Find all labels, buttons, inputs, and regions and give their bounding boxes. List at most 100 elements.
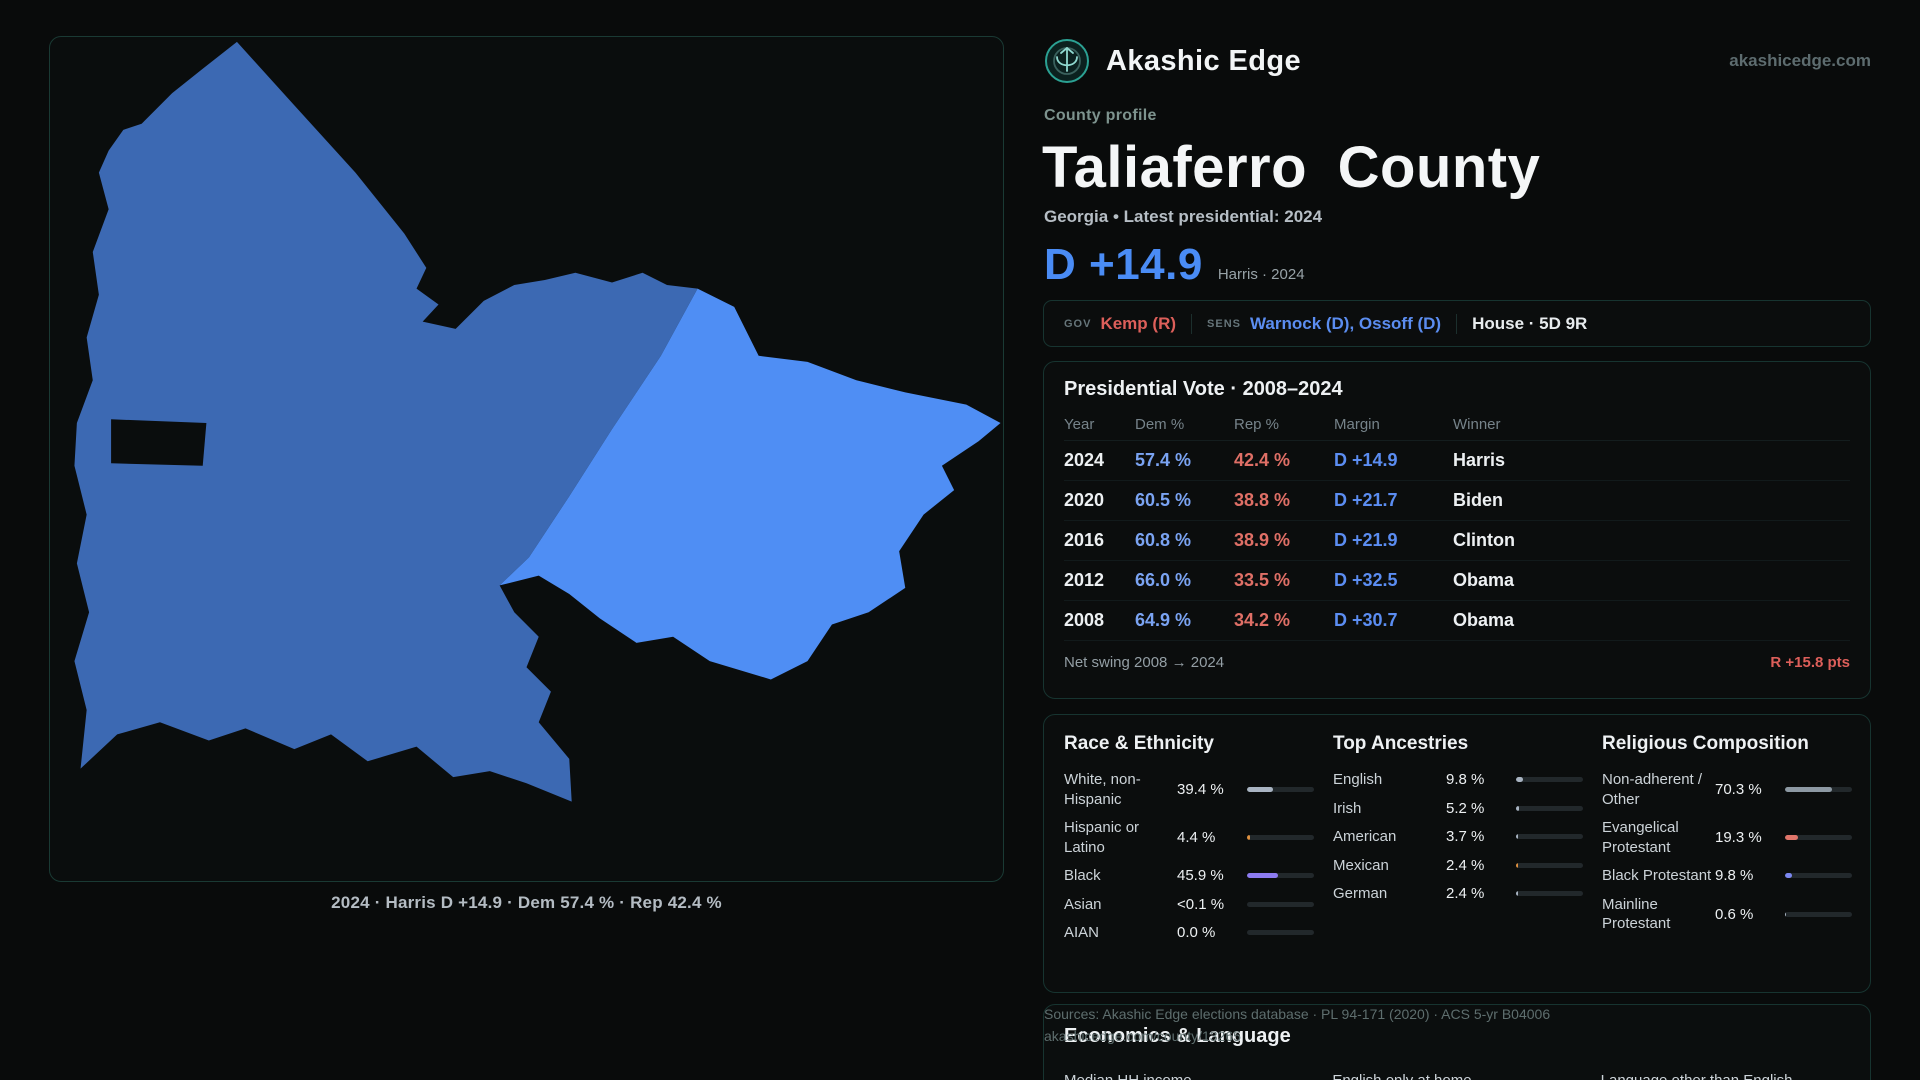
demo-label: Asian <box>1064 895 1102 913</box>
brand-name: Akashic Edge <box>1106 44 1301 77</box>
county-profile-eyebrow: County profile <box>1044 107 1157 124</box>
demo-bar <box>1785 787 1852 792</box>
demo-value: 0.6 % <box>1715 905 1754 923</box>
demo-label: Mexican <box>1333 856 1389 874</box>
demo-value: 3.7 % <box>1446 828 1485 846</box>
demo-row: Black Protestant 9.8 % <box>1602 866 1852 886</box>
demo-bar <box>1516 834 1583 840</box>
demo-label: Evangelical Protestant <box>1602 819 1679 856</box>
demo-bar <box>1247 901 1314 907</box>
demo-bar <box>1785 911 1852 917</box>
dem-share: 60.5 % <box>1135 490 1192 510</box>
headline-margin: D +14.9 Harris · 2024 <box>1044 240 1305 290</box>
demo-row: Evangelical Protestant 19.3 % <box>1602 818 1852 857</box>
margin-context: Harris · 2024 <box>1217 266 1305 283</box>
divider <box>1456 313 1458 334</box>
margin: D +30.7 <box>1334 610 1398 630</box>
senators-value: Warnock (D), Ossoff (D) <box>1249 313 1442 333</box>
rep-share: 38.8 % <box>1234 490 1291 510</box>
house-delegation-value: House · 5D 9R <box>1472 313 1588 333</box>
demo-bar <box>1516 777 1583 783</box>
winner: Obama <box>1453 610 1515 630</box>
col-dem: Dem % <box>1135 416 1185 433</box>
demo-value: 19.3 % <box>1715 829 1762 846</box>
dem-share: 60.8 % <box>1135 530 1192 550</box>
demo-label: AIAN <box>1064 924 1100 941</box>
demo-label: English <box>1333 771 1383 788</box>
senators-label: Sens <box>1207 317 1241 330</box>
demo-row: White, non-Hispanic 39.4 % <box>1064 770 1314 809</box>
econ-stat: Language other than English <box>1601 1072 1850 1080</box>
demo-value: 9.8 % <box>1715 867 1754 885</box>
brand-logo-icon <box>1045 39 1089 83</box>
col-margin: Margin <box>1334 416 1380 433</box>
dem-share: 57.4 % <box>1135 450 1192 470</box>
demo-bar <box>1516 862 1583 868</box>
demo-label: Black Protestant <box>1602 867 1712 884</box>
demo-bar <box>1516 805 1583 811</box>
county-title: Taliaferro County <box>1042 135 1541 200</box>
presidential-vote-card: Presidential Vote · 2008–2024 Year Dem %… <box>1043 361 1871 699</box>
governor-value: Kemp (R) <box>1100 313 1177 333</box>
demo-value: 2.4 % <box>1446 885 1485 903</box>
demo-row: Asian <0.1 % <box>1064 895 1314 915</box>
demo-bar <box>1516 891 1583 897</box>
map-region-west[interactable] <box>74 41 698 802</box>
race-ethnicity-section: Race & Ethnicity White, non-Hispanic 39.… <box>1064 733 1314 974</box>
demo-label: Hispanic or Latino <box>1064 819 1140 856</box>
dem-share: 64.9 % <box>1135 610 1192 630</box>
margin: D +32.5 <box>1334 570 1398 590</box>
economics-stats-row: Median HH income English only at home La… <box>1064 1072 1850 1080</box>
demo-row: Hispanic or Latino 4.4 % <box>1064 818 1314 857</box>
demo-value: 2.4 % <box>1446 856 1485 874</box>
col-year: Year <box>1064 416 1095 433</box>
section-title: Race & Ethnicity <box>1064 733 1214 754</box>
econ-stat-label: Median HH income <box>1064 1072 1192 1080</box>
econ-stat: Median HH income <box>1064 1072 1313 1080</box>
winner: Obama <box>1453 570 1515 590</box>
demo-value: 70.3 % <box>1715 781 1762 798</box>
demo-value: 45.9 % <box>1177 867 1224 885</box>
demo-value: 5.2 % <box>1446 799 1485 817</box>
demo-bar <box>1785 835 1852 840</box>
rep-share: 42.4 % <box>1234 450 1291 470</box>
winner: Harris <box>1453 450 1506 470</box>
vote-row-2024: 2024 57.4 % 42.4 % D +14.9 Harris <box>1064 441 1850 481</box>
demo-row: Mainline Protestant 0.6 % <box>1602 895 1852 934</box>
demo-value: 9.8 % <box>1446 771 1485 789</box>
dem-share: 66.0 % <box>1135 570 1192 590</box>
demo-value: 4.4 % <box>1177 829 1216 846</box>
demo-row: Irish 5.2 % <box>1333 799 1583 819</box>
demo-label: American <box>1333 828 1397 845</box>
econ-stat-label: English only at home <box>1332 1072 1471 1080</box>
year: 2012 <box>1064 570 1105 590</box>
margin-value: D +14.9 <box>1044 240 1203 289</box>
demo-row: AIAN 0.0 % <box>1064 923 1314 943</box>
map-enclave-notch <box>111 419 207 466</box>
demo-row: Mexican 2.4 % <box>1333 856 1583 876</box>
col-winner: Winner <box>1453 416 1501 433</box>
demo-bar <box>1247 835 1314 840</box>
demo-label: Mainline Protestant <box>1602 895 1671 933</box>
officials-bar: Gov Kemp (R) Sens Warnock (D), Ossoff (D… <box>1043 300 1871 347</box>
demo-bar <box>1785 873 1852 879</box>
brand-domain-link[interactable]: akashicedge.com <box>1729 51 1871 70</box>
demo-row: English 9.8 % <box>1333 770 1583 790</box>
ancestries-section: Top Ancestries English 9.8 % Irish 5.2 %… <box>1333 733 1583 974</box>
sources-line-1: Sources: Akashic Edge elections database… <box>1044 1006 1551 1022</box>
map-region-east[interactable] <box>499 288 1001 680</box>
county-subtitle: Georgia • Latest presidential: 2024 <box>1044 207 1323 226</box>
margin: D +21.9 <box>1334 530 1398 550</box>
governor-label: Gov <box>1064 317 1092 330</box>
vote-row-2016: 2016 60.8 % 38.9 % D +21.9 Clinton <box>1064 521 1850 561</box>
divider <box>1191 313 1193 334</box>
demographics-card: Race & Ethnicity White, non-Hispanic 39.… <box>1043 714 1871 993</box>
sources-note: Sources: Akashic Edge elections database… <box>1044 1004 1550 1047</box>
margin: D +21.7 <box>1334 490 1398 510</box>
col-rep: Rep % <box>1234 416 1280 433</box>
demo-label: Non-adherent / Other <box>1602 771 1703 808</box>
section-title: Religious Composition <box>1602 733 1809 754</box>
demo-row: American 3.7 % <box>1333 827 1583 847</box>
demo-label: German <box>1333 885 1388 902</box>
